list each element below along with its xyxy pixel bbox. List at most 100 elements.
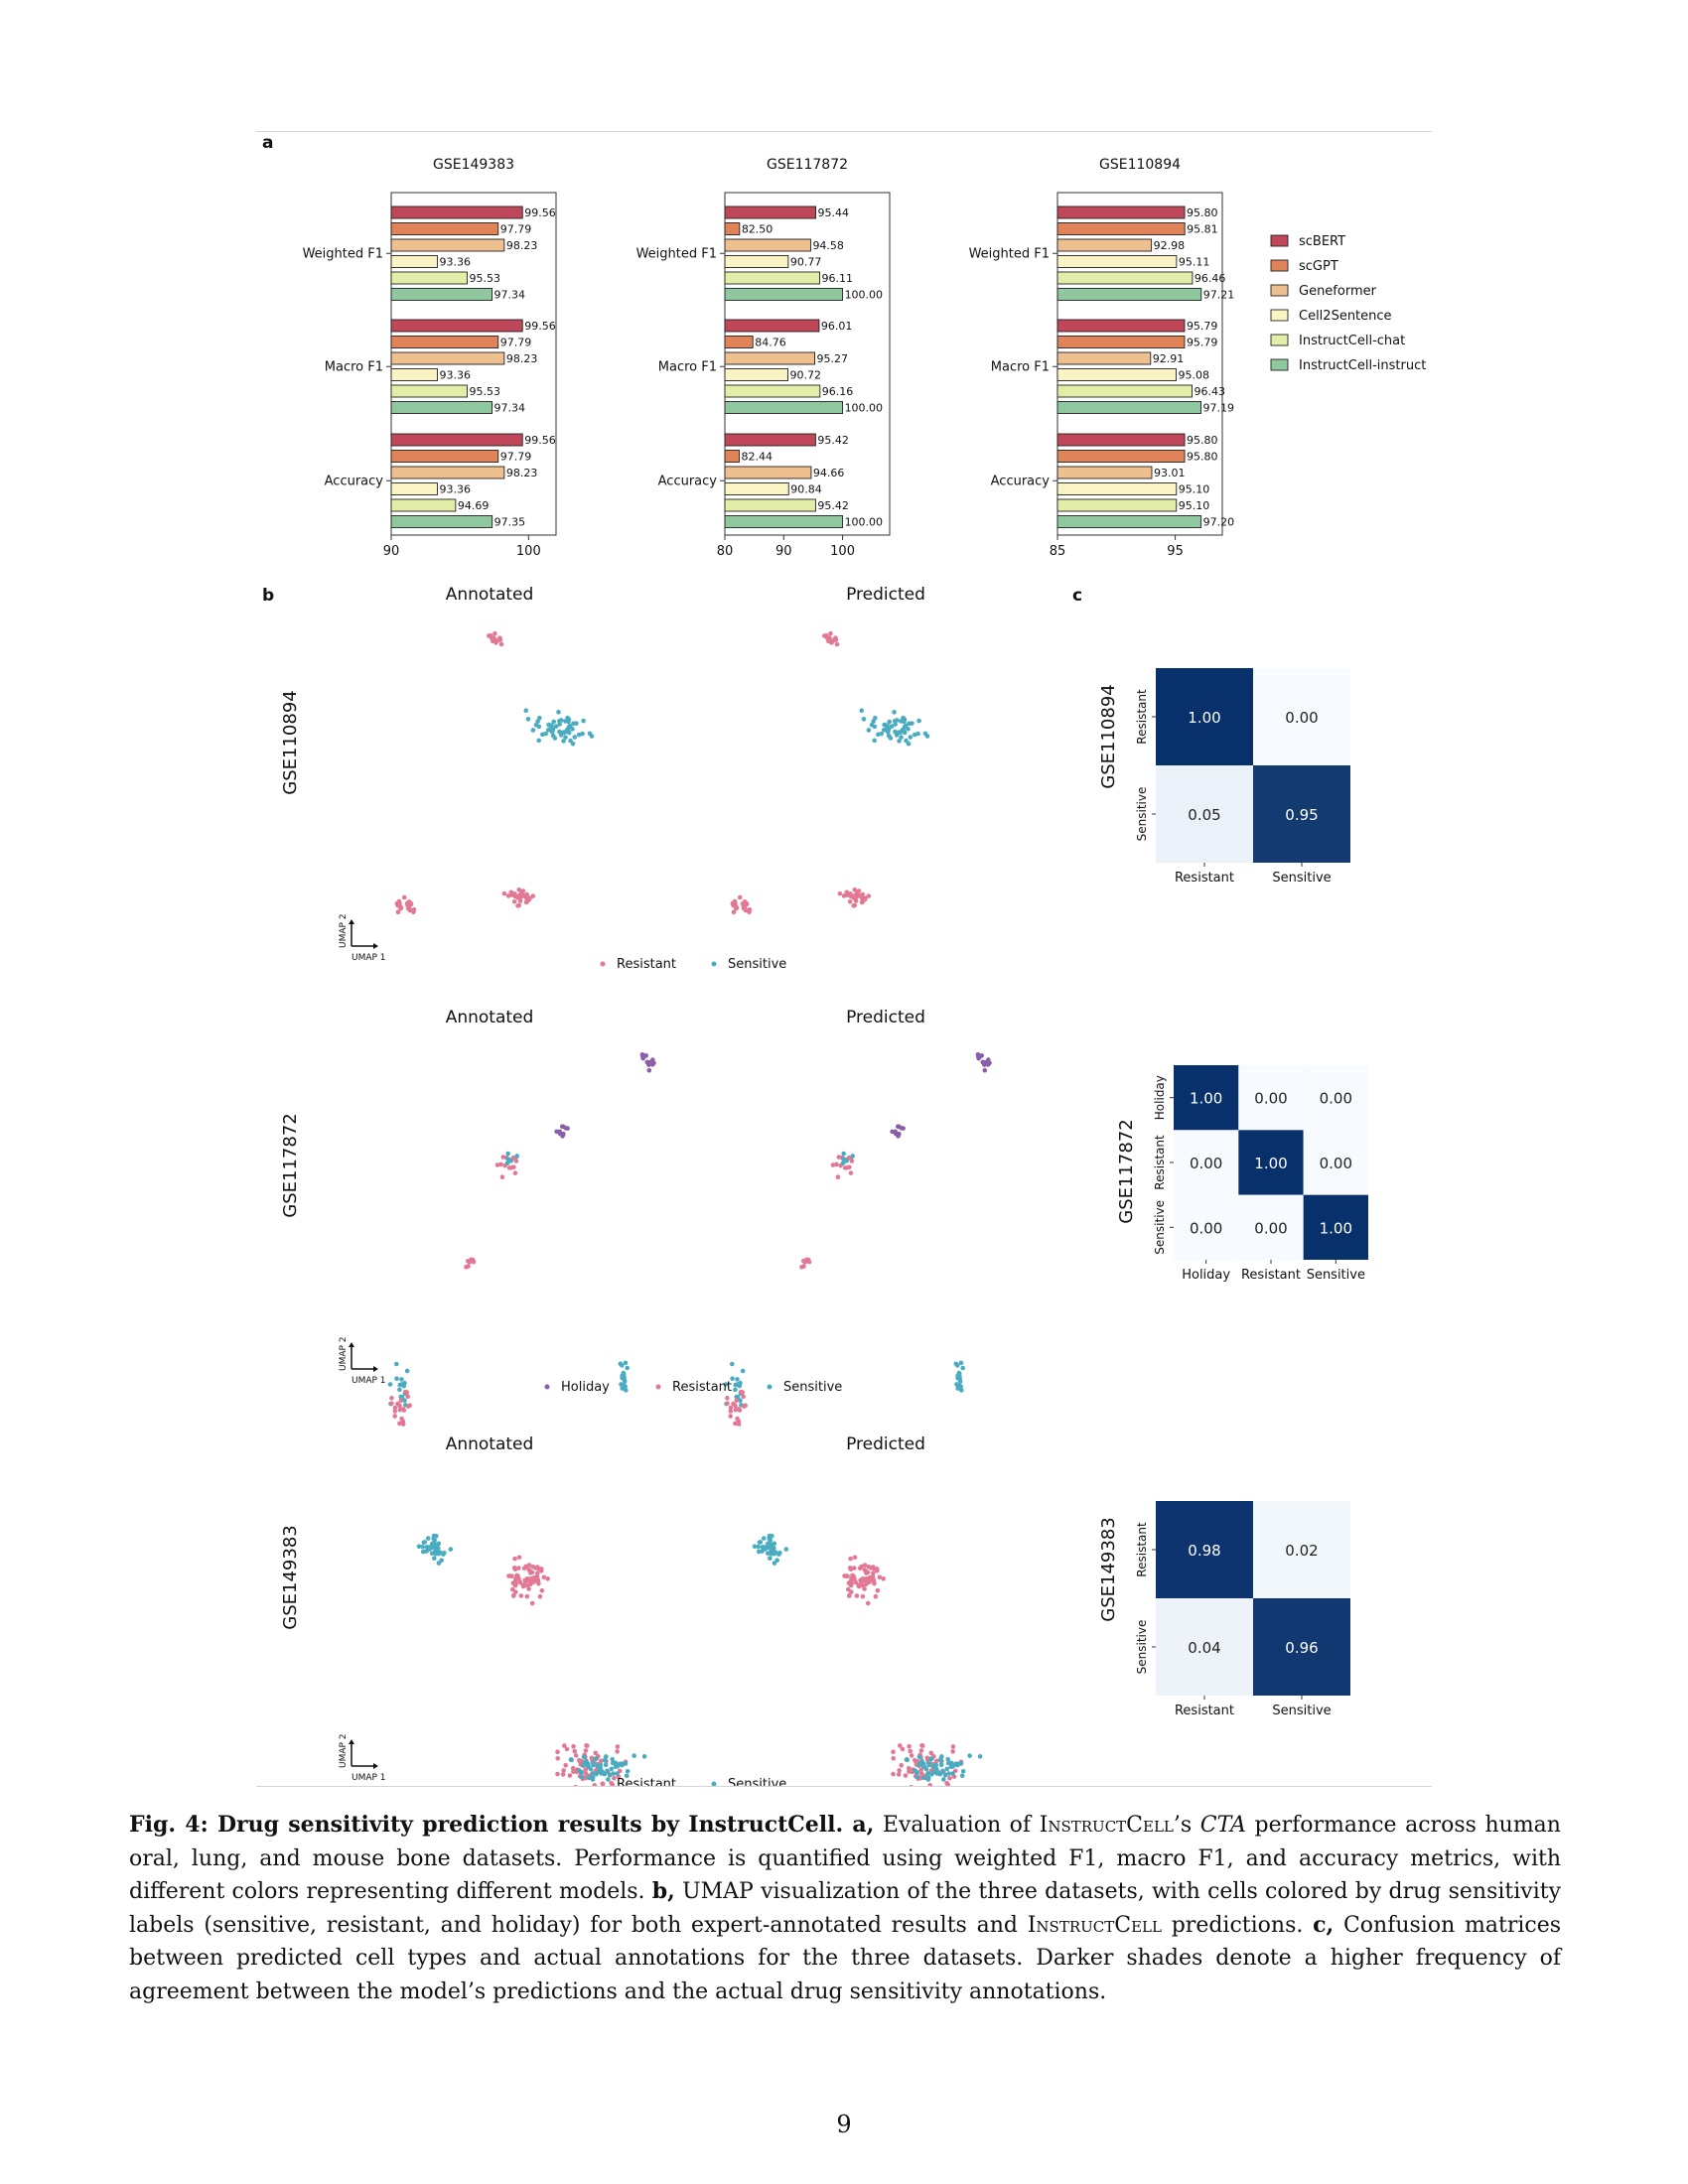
umap-point-sensitive <box>393 1361 399 1367</box>
bar <box>724 515 844 528</box>
umap-point-resistant <box>853 898 859 903</box>
umap-point-sensitive <box>844 1159 850 1163</box>
umap-point-resistant <box>733 1403 738 1409</box>
umap-point-resistant <box>866 1565 872 1570</box>
page-number: 9 <box>836 2111 852 2138</box>
bar-value-label: 100.00 <box>845 402 884 415</box>
y-tick-label: Macro F1 <box>325 359 383 374</box>
umap-point-resistant <box>526 1563 532 1568</box>
umap-point-resistant <box>464 1265 469 1270</box>
umap-point-sensitive <box>740 1368 746 1374</box>
bar-value-label: 90.84 <box>790 483 822 496</box>
umap-point-sensitive <box>879 731 884 737</box>
bar <box>390 255 438 268</box>
umap-point-sensitive <box>925 1775 931 1780</box>
caption-part-b-text-2: predictions. <box>1171 1912 1304 1938</box>
bar <box>390 401 492 414</box>
umap-point-resistant <box>900 1746 906 1752</box>
legend-swatch <box>1270 309 1289 322</box>
cm-y-label: Resistant <box>1135 1522 1149 1577</box>
caption-part-b-text-1: UMAP visualization of the three datasets… <box>129 1879 1562 1938</box>
umap-point-sensitive <box>957 1374 962 1380</box>
umap-point-sensitive <box>928 1756 934 1761</box>
bar-value-label: 94.58 <box>812 239 844 252</box>
bar <box>390 222 499 235</box>
umap-point-sensitive <box>399 1377 404 1382</box>
bar-value-label: 99.56 <box>524 434 556 447</box>
umap-point-resistant <box>731 902 736 908</box>
umap-point-resistant <box>858 1578 864 1584</box>
umap-point-sensitive <box>763 1547 768 1552</box>
bar-value-label: 95.42 <box>817 499 849 512</box>
umap-point-sensitive <box>939 1754 944 1759</box>
umap-point-resistant <box>530 893 536 898</box>
bar <box>724 433 816 447</box>
umap-point-sensitive <box>397 1387 402 1393</box>
umap-point-sensitive <box>581 718 586 724</box>
arrowhead-icon <box>373 1366 378 1372</box>
umap-point-sensitive <box>769 1546 774 1551</box>
umap-point-sensitive <box>561 739 566 744</box>
caption-model-name-2: InstructCell <box>1027 1912 1162 1938</box>
umap-point-sensitive <box>892 710 897 715</box>
umap-point-sensitive <box>730 1376 735 1382</box>
umap-point-sensitive <box>566 724 572 730</box>
legend-label: InstructCell-instruct <box>1299 358 1426 373</box>
umap-point-sensitive <box>508 1159 514 1163</box>
umap-point-resistant <box>392 1405 398 1411</box>
umap-point-resistant <box>508 1164 514 1170</box>
cm-y-label: Sensitive <box>1135 787 1149 842</box>
arrowhead-icon <box>373 1763 378 1769</box>
umap-point-sensitive <box>427 1547 432 1552</box>
umap-point-resistant <box>864 1569 869 1574</box>
bar-value-label: 95.79 <box>1187 337 1218 349</box>
umap-point-holiday <box>563 1126 569 1131</box>
bar <box>724 466 812 479</box>
bar <box>1056 288 1202 301</box>
umap-point-resistant <box>593 1750 599 1756</box>
umap-point-sensitive <box>436 1541 442 1547</box>
bar-value-label: 96.11 <box>822 272 854 285</box>
bar-value-label: 97.35 <box>494 516 526 529</box>
umap-axis-x-label: UMAP 1 <box>352 953 386 963</box>
umap-point-holiday <box>895 1124 901 1130</box>
x-tick-label: 90 <box>775 544 792 559</box>
umap-point-sensitive <box>916 1762 921 1768</box>
umap-point-sensitive <box>761 1536 767 1541</box>
umap-point-sensitive <box>622 1374 627 1380</box>
caption-model-name: InstructCell <box>1039 1813 1174 1838</box>
caption-part-b-label: b, <box>651 1878 675 1904</box>
figure-caption: Fig. 4: Drug sensitivity prediction resu… <box>129 1809 1561 2008</box>
umap-point-sensitive <box>546 722 551 728</box>
umap-point-sensitive <box>850 1154 856 1159</box>
bar-value-label: 90.72 <box>790 369 822 382</box>
umap-point-sensitive <box>597 1764 603 1769</box>
umap-point-sensitive <box>912 732 917 738</box>
umap-point-resistant <box>737 1408 743 1413</box>
umap-point-resistant <box>494 1162 500 1167</box>
cm-cell <box>1238 1194 1304 1260</box>
umap-point-sensitive <box>623 1360 629 1366</box>
umap-point-resistant <box>537 1593 543 1599</box>
umap-point-sensitive <box>387 1382 393 1387</box>
caption-part-a-text-2: ’s <box>1173 1813 1193 1838</box>
umap-point-resistant <box>896 1772 902 1777</box>
bar-value-label: 95.08 <box>1179 369 1210 382</box>
bar <box>1056 482 1178 495</box>
umap-point-sensitive <box>536 724 542 730</box>
bar <box>390 336 499 348</box>
bar <box>724 498 816 512</box>
bar-value-label: 99.56 <box>524 206 556 219</box>
umap-point-resistant <box>572 1748 578 1754</box>
umap-point-resistant <box>573 1784 578 1786</box>
bar-value-label: 98.23 <box>506 239 538 252</box>
cm-cell <box>1156 1598 1253 1696</box>
umap-point-sensitive <box>606 1777 611 1782</box>
umap-point-sensitive <box>535 719 540 724</box>
cm-cell-value: 0.95 <box>1285 806 1318 824</box>
umap-point-resistant <box>950 1749 955 1754</box>
umap-point-sensitive <box>543 731 548 737</box>
umap-point-sensitive <box>904 1757 910 1762</box>
umap-point-sensitive <box>394 1376 399 1382</box>
umap-point-sensitive <box>570 727 575 732</box>
